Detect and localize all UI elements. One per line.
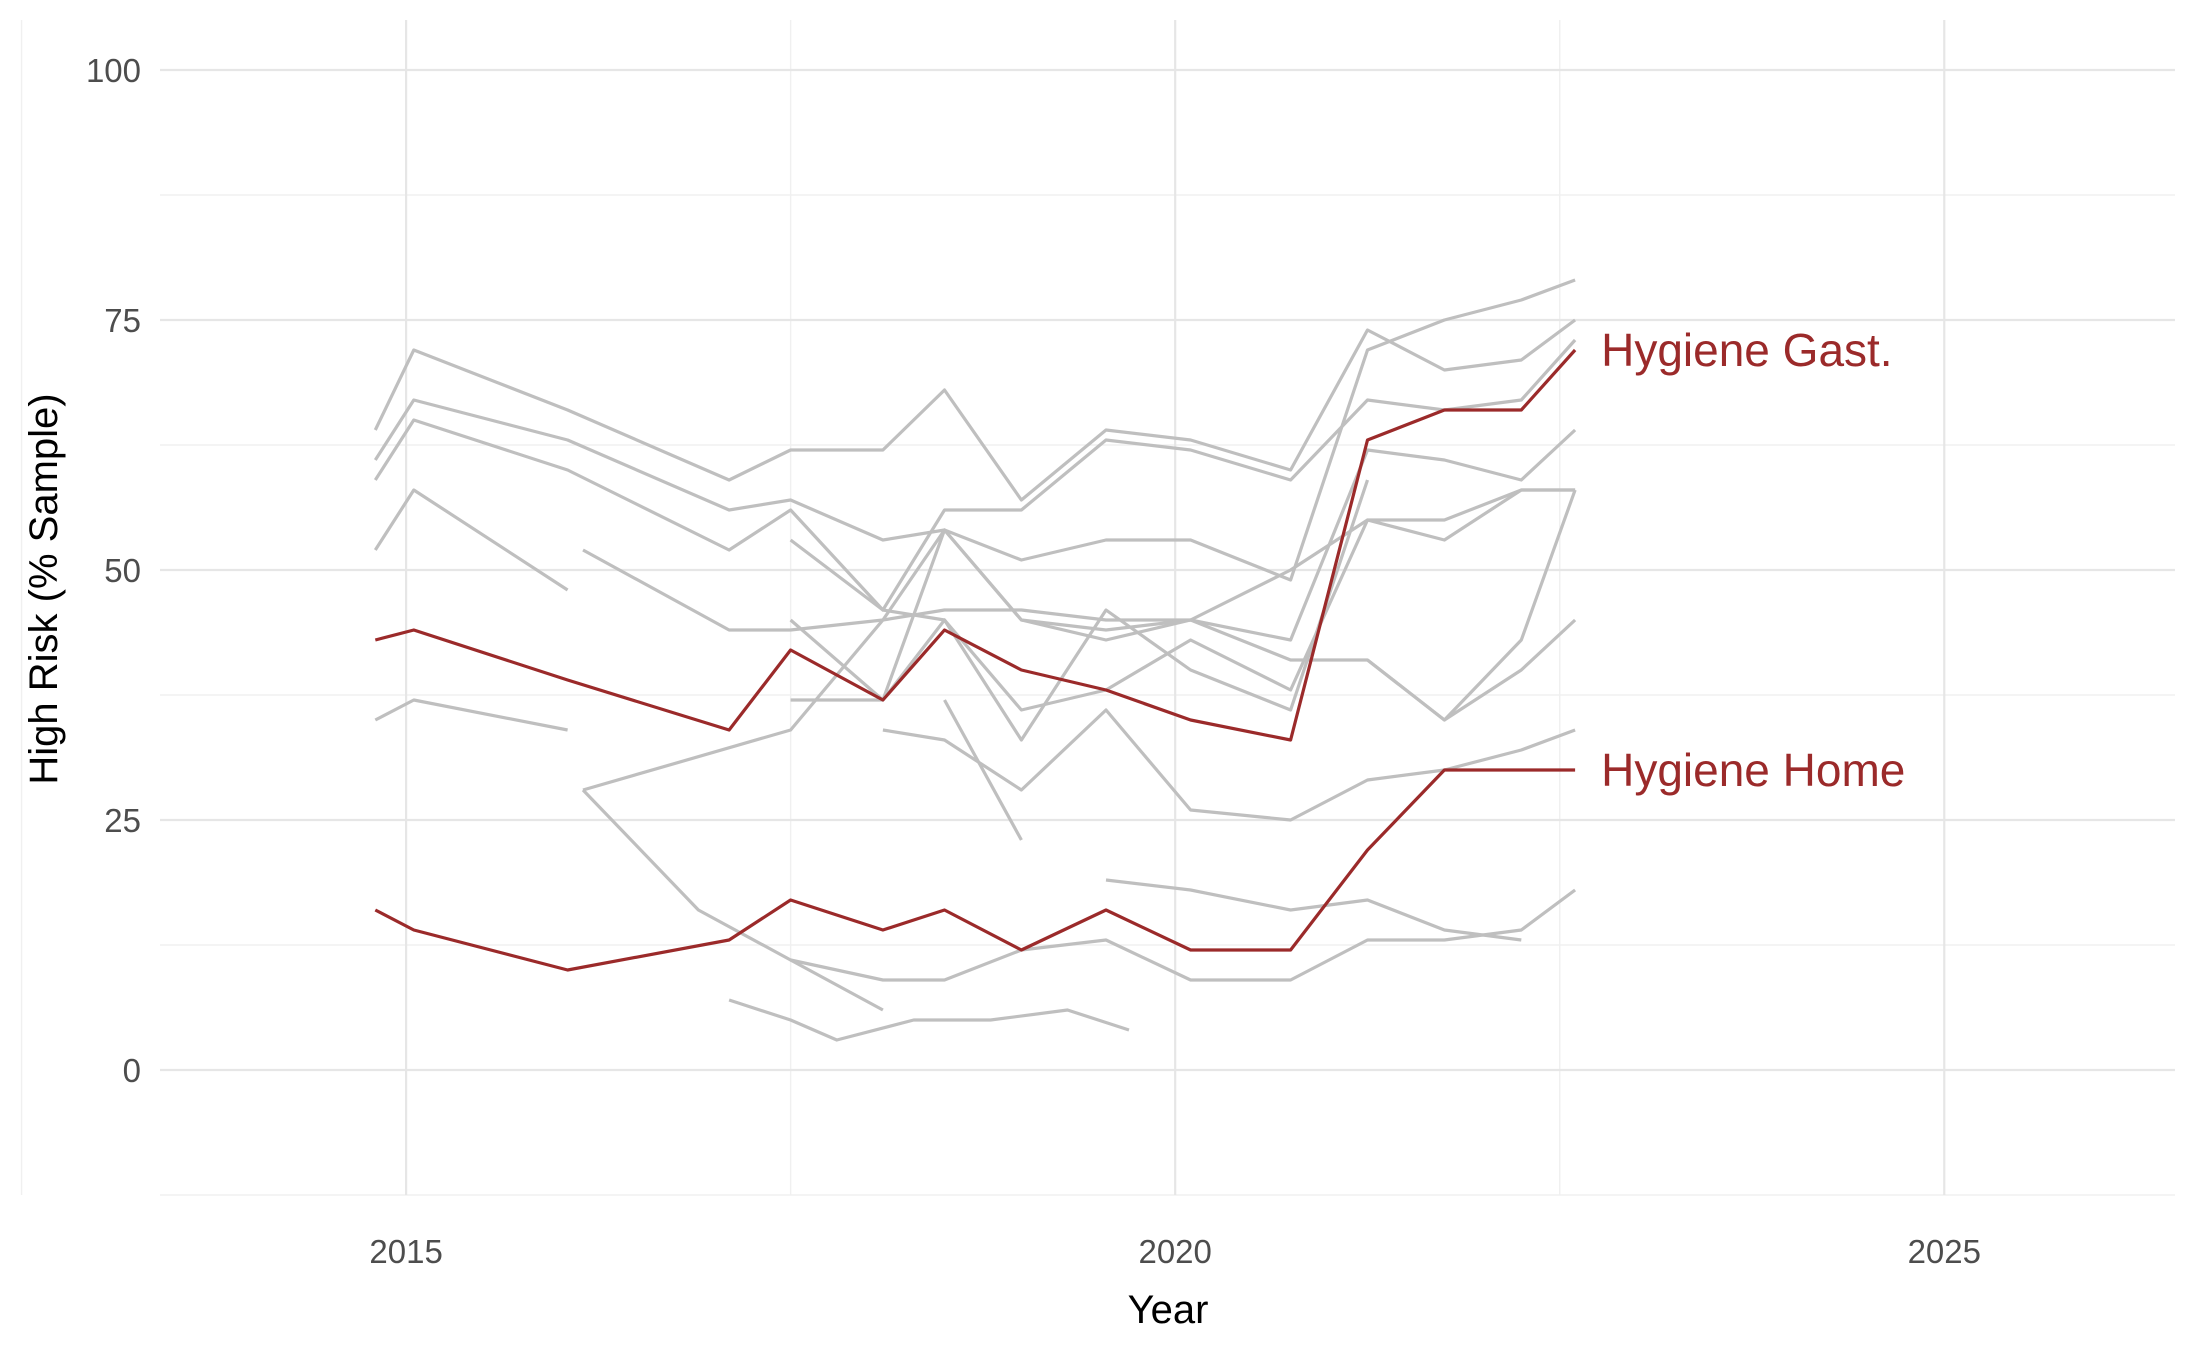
background-series-line (789, 958, 884, 1012)
y-axis-title: High Risk (% Sample) (22, 393, 66, 784)
background-series-line (582, 428, 1577, 642)
background-series-line (373, 338, 1577, 612)
background-series-line (1105, 878, 1522, 942)
background-series-line (582, 488, 1576, 792)
background-series-line (728, 998, 1130, 1042)
highlight-series-line (374, 768, 1576, 972)
series-labels: Hygiene Gast. Hygiene Home (1601, 324, 1905, 796)
background-series-line (882, 708, 1576, 822)
x-tick-label: 2020 (1138, 1233, 1211, 1270)
x-tick-label: 2025 (1908, 1233, 1981, 1270)
background-series-line (943, 699, 1023, 841)
y-tick-label: 50 (104, 552, 141, 589)
background-series-line (374, 698, 568, 732)
y-tick-label: 25 (104, 802, 141, 839)
background-series-line (790, 489, 1577, 722)
major-gridlines (160, 20, 2175, 1195)
highlight-series-line (374, 348, 1577, 742)
x-axis-title: Year (1128, 1288, 1209, 1332)
y-axis-tick-labels: 0 25 50 75 100 (86, 52, 141, 1089)
x-axis-tick-labels: 2015 2020 2025 (369, 1233, 1981, 1270)
minor-gridlines (20, 20, 2175, 1196)
series-lines (373, 278, 1577, 1042)
y-tick-label: 0 (123, 1052, 141, 1089)
series-label: Hygiene Home (1601, 744, 1905, 796)
background-series-line (581, 788, 1577, 982)
background-series-line (373, 318, 1577, 502)
background-series-line (373, 278, 1576, 582)
background-series-line (1366, 618, 1577, 722)
x-tick-label: 2015 (369, 1233, 442, 1270)
y-tick-label: 75 (104, 302, 141, 339)
y-tick-label: 100 (86, 52, 141, 89)
series-label: Hygiene Gast. (1601, 324, 1892, 376)
background-series-line (789, 488, 1576, 712)
background-series-line (373, 488, 569, 592)
